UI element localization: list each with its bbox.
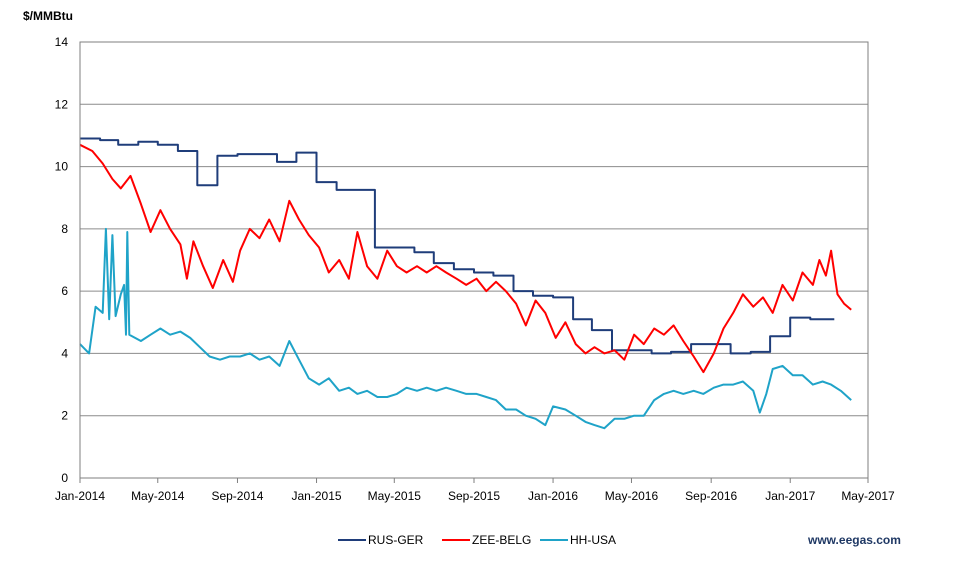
x-tick-label: Sep-2016 bbox=[685, 489, 737, 503]
x-tick-label: Jan-2014 bbox=[55, 489, 105, 503]
source-credit: www.eegas.com bbox=[807, 533, 901, 547]
legend-label-hh-usa: HH-USA bbox=[570, 533, 616, 547]
y-tick-label: 10 bbox=[55, 160, 69, 174]
y-tick-label: 4 bbox=[61, 346, 68, 360]
legend-label-zee-belg: ZEE-BELG bbox=[472, 533, 531, 547]
gridlines bbox=[80, 41, 868, 417]
x-tick-label: Sep-2015 bbox=[448, 489, 500, 503]
plot-frame bbox=[79, 41, 869, 479]
y-tick-label: 6 bbox=[61, 284, 68, 298]
series-line-rus-ger bbox=[80, 137, 835, 355]
y-tick-label: 12 bbox=[55, 97, 69, 111]
x-tick-label: May-2016 bbox=[605, 489, 659, 503]
y-tick-label: 0 bbox=[61, 471, 68, 485]
series-line-hh-usa bbox=[79, 227, 852, 430]
series-lines bbox=[79, 137, 852, 430]
y-axis-label: $/MMBtu bbox=[23, 9, 73, 23]
x-tick-label: Sep-2014 bbox=[211, 489, 263, 503]
series-line-zee-belg bbox=[79, 143, 852, 374]
y-tick-labels: 0 2 4 6 8 10 12 14 bbox=[55, 35, 69, 485]
x-tick-labels: Jan-2014 May-2014 Sep-2014 Jan-2015 May-2015… bbox=[55, 478, 895, 503]
x-tick-label: Jan-2017 bbox=[765, 489, 815, 503]
x-tick-label: Jan-2015 bbox=[292, 489, 342, 503]
x-tick-label: May-2014 bbox=[131, 489, 185, 503]
y-tick-label: 14 bbox=[55, 35, 69, 49]
y-tick-label: 8 bbox=[61, 222, 68, 236]
y-tick-label: 2 bbox=[61, 409, 68, 423]
x-tick-label: Jan-2016 bbox=[528, 489, 578, 503]
x-tick-label: May-2015 bbox=[368, 489, 422, 503]
axes bbox=[79, 41, 869, 479]
legend: RUS-GER ZEE-BELG HH-USA bbox=[338, 533, 616, 547]
x-tick-label: May-2017 bbox=[841, 489, 895, 503]
legend-label-rus-ger: RUS-GER bbox=[368, 533, 424, 547]
